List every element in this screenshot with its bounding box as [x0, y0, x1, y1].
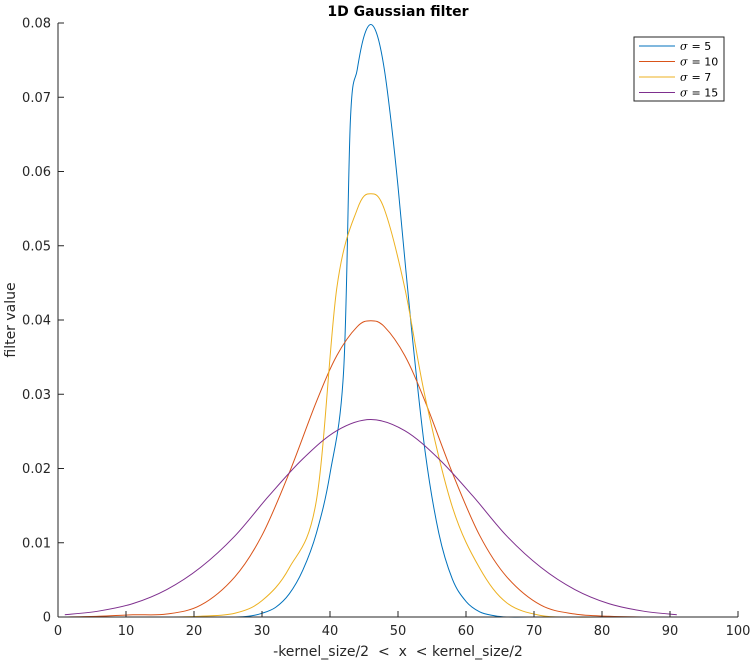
legend-label: σ = 7: [680, 71, 711, 84]
legend-value: = 5: [692, 40, 712, 53]
x-tick-label: 60: [458, 624, 475, 639]
legend-box: [633, 36, 725, 102]
x-tick-label: 80: [594, 624, 611, 639]
legend-symbol: σ: [680, 87, 688, 100]
series-line-2: [64, 193, 677, 618]
series-line-3: [64, 419, 677, 616]
x-tick-label: 100: [726, 624, 751, 639]
y-ticks: 0 0.01 0.02 0.03 0.04 0.05 0.06 0.07 0.08: [22, 17, 64, 626]
legend-symbol: σ: [680, 40, 688, 53]
y-tick-label: 0.04: [22, 314, 51, 329]
y-tick-label: 0.01: [22, 536, 51, 551]
x-ticks: 0 10 20 30 40 50 60 70 80 90 100: [54, 611, 751, 639]
x-tick-label: 70: [526, 624, 543, 639]
x-tick-label: 30: [254, 624, 271, 639]
x-axis-title: -kernel_size/2 < x < kernel_size/2: [273, 644, 523, 660]
y-axis-title: filter value: [3, 282, 19, 357]
y-tick-label: 0.07: [22, 91, 51, 106]
legend-label: σ = 5: [680, 40, 711, 53]
series-layer: [64, 23, 677, 618]
y-tick-label: 0: [43, 611, 51, 626]
x-tick-label: 90: [662, 624, 679, 639]
legend: σ = 5 σ = 10 σ = 7 σ = 15: [633, 36, 725, 102]
y-tick-label: 0.05: [22, 239, 51, 254]
legend-symbol: σ: [680, 71, 688, 84]
x-tick-label: 10: [118, 624, 135, 639]
legend-value: = 10: [692, 56, 719, 69]
y-tick-label: 0.08: [22, 17, 51, 32]
y-tick-label: 0.06: [22, 165, 51, 180]
y-tick-label: 0.03: [22, 388, 51, 403]
legend-label: σ = 10: [680, 56, 718, 69]
legend-value: = 7: [692, 71, 712, 84]
series-line-0: [64, 23, 677, 618]
legend-value: = 15: [692, 87, 719, 100]
plot-area: 0 10 20 30 40 50 60 70 80 90 100 0 0.01 0.02 0.03 0.04…: [22, 17, 750, 640]
series-line-1: [64, 320, 677, 618]
legend-label: σ = 15: [680, 87, 718, 100]
plot-background: [58, 23, 738, 617]
chart-title: 1D Gaussian filter: [327, 4, 468, 20]
x-tick-label: 40: [322, 624, 339, 639]
x-tick-label: 20: [186, 624, 203, 639]
y-tick-label: 0.02: [22, 462, 51, 477]
x-tick-label: 50: [390, 624, 407, 639]
legend-symbol: σ: [680, 56, 688, 69]
x-tick-label: 0: [54, 624, 62, 639]
